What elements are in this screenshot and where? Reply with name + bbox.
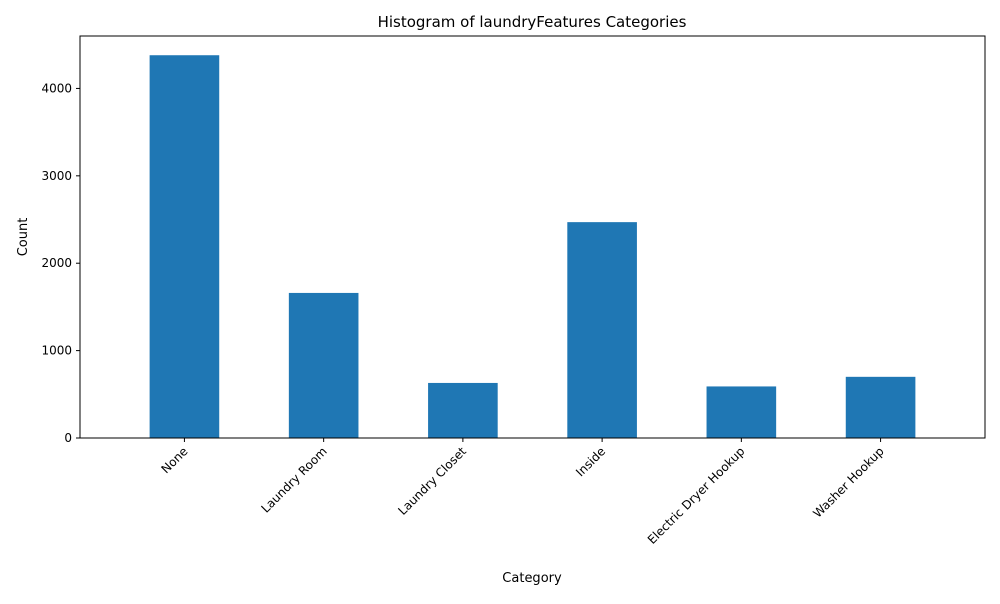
x-axis: None Laundry Room Laundry Closet Inside Elec… [159,438,887,547]
x-tick-label: Electric Dryer Hookup [645,444,748,547]
x-tick-label: Laundry Closet [395,444,469,518]
chart-title: Histogram of laundryFeatures Categories [378,13,687,31]
bar-inside [567,222,637,438]
y-tick-label: 2000 [41,256,72,270]
x-tick-label: Inside [573,444,608,479]
bar-electric-dryer-hookup [706,386,777,438]
x-tick-label: Laundry Room [258,444,329,515]
y-tick-label: 4000 [41,81,72,95]
y-tick-label: 1000 [41,344,72,358]
bar-laundry-room [288,292,359,438]
bar-laundry-closet [428,382,498,438]
bar-none [149,55,220,439]
y-tick-label: 0 [64,431,72,445]
plot-frame [79,35,986,439]
bars-group [149,55,916,439]
y-axis: 0 1000 2000 3000 4000 [41,81,80,445]
x-tick-label: None [159,444,191,476]
bar-washer-hookup [845,376,916,438]
y-axis-label: Count [16,218,31,257]
x-tick-label: Washer Hookup [810,444,886,520]
x-axis-label: Category [502,571,562,586]
y-tick-label: 3000 [41,169,72,183]
